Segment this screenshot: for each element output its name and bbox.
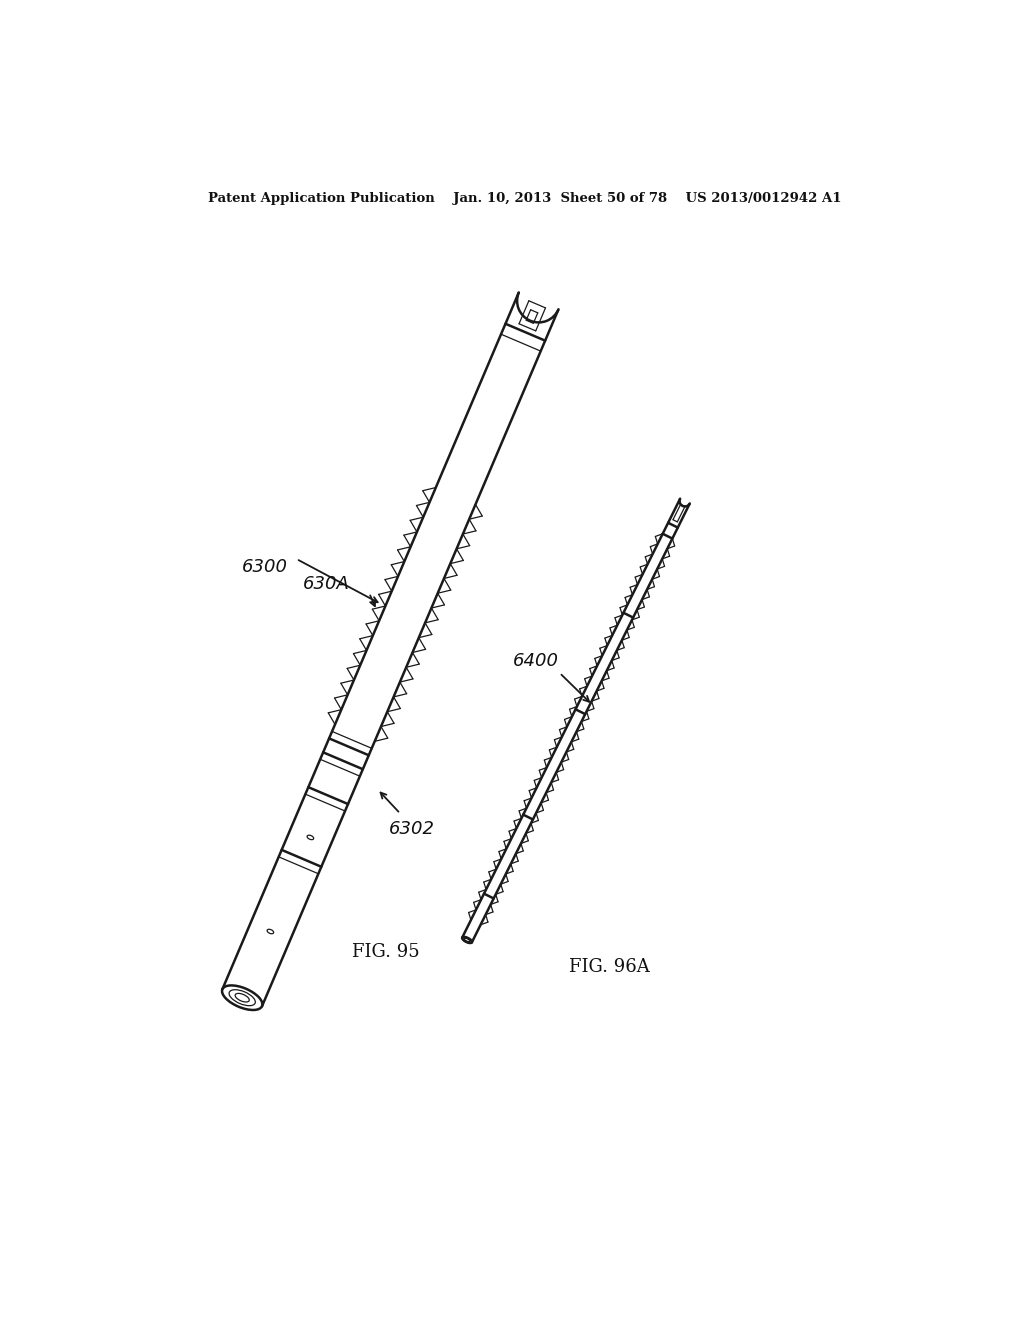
- Text: 6300: 6300: [243, 557, 289, 576]
- Text: FIG. 95: FIG. 95: [352, 942, 420, 961]
- Text: 6302: 6302: [389, 820, 435, 838]
- Text: Patent Application Publication    Jan. 10, 2013  Sheet 50 of 78    US 2013/00129: Patent Application Publication Jan. 10, …: [208, 191, 842, 205]
- Text: FIG. 96A: FIG. 96A: [569, 958, 650, 975]
- Text: 630A: 630A: [303, 574, 350, 593]
- Text: 6400: 6400: [513, 652, 559, 671]
